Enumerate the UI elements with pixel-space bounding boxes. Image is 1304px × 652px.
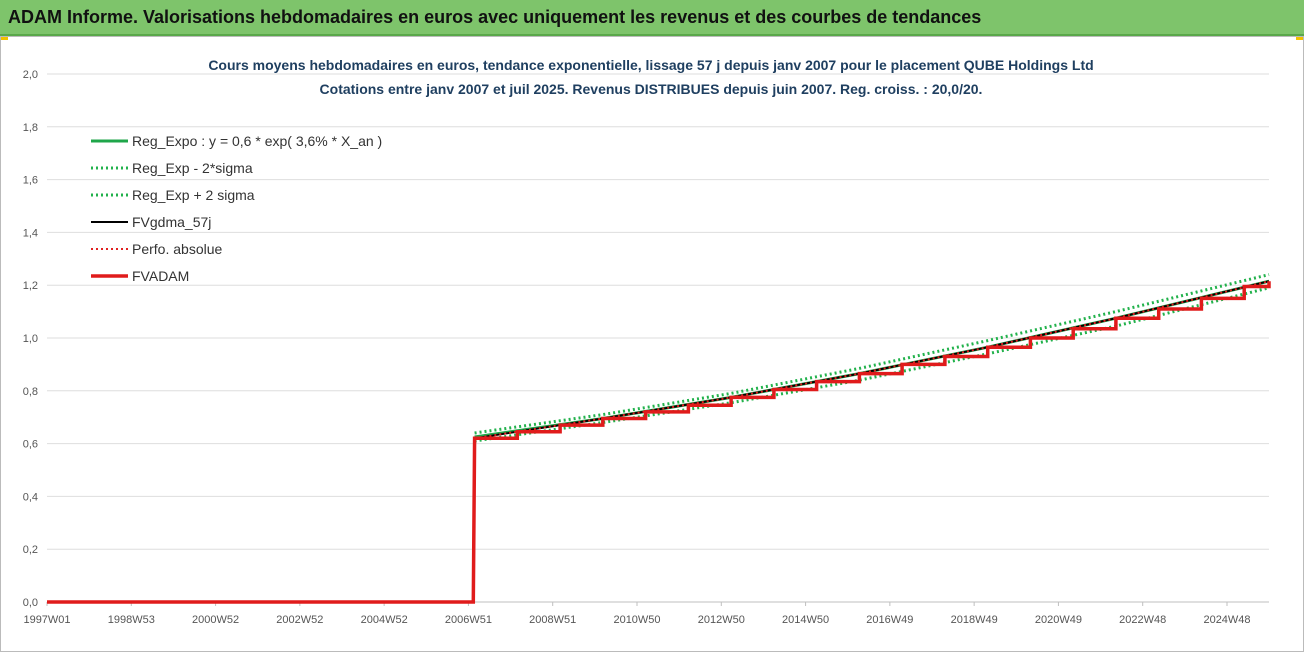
chart-title: Cours moyens hebdomadaires en euros, ten… [208, 57, 1093, 73]
x-tick-label: 2006W51 [445, 614, 492, 626]
series-lines [47, 273, 1271, 604]
x-tick-label: 2018W49 [951, 614, 998, 626]
x-tick-label: 2022W48 [1119, 614, 1166, 626]
y-axis-ticks: 0,0 0,2 0,4 0,6 0,8 1,0 1,2 1,4 1,6 1,8 2,0 [23, 69, 38, 609]
y-tick-label: 1,6 [23, 175, 38, 187]
legend: Reg_Expo : y = 0,6 * exp( 3,6% * X_an ) R… [91, 133, 382, 284]
x-tick-label: 2002W52 [276, 614, 323, 626]
report-title: ADAM Informe. Valorisations hebdomadaire… [8, 7, 982, 27]
y-tick-label: 1,0 [23, 333, 38, 345]
x-tick-label: 2024W48 [1203, 614, 1250, 626]
y-tick-label: 0,2 [23, 544, 38, 556]
legend-label: Reg_Exp + 2 sigma [132, 187, 255, 203]
legend-label: FVADAM [132, 268, 189, 284]
gridlines [47, 73, 1269, 603]
legend-label: Reg_Exp - 2*sigma [132, 160, 253, 176]
x-tick-label: 2000W52 [192, 614, 239, 626]
x-tick-label: 1997W01 [23, 614, 70, 626]
x-tick-label: 2020W49 [1035, 614, 1082, 626]
y-tick-label: 1,8 [23, 122, 38, 134]
x-tick-label: 2012W50 [698, 614, 745, 626]
series-line-6 [47, 281, 1271, 604]
legend-label: FVgdma_57j [132, 214, 211, 230]
y-tick-label: 0,4 [23, 491, 38, 503]
x-tick-label: 2008W51 [529, 614, 576, 626]
x-tick-label: 2010W50 [613, 614, 660, 626]
y-tick-label: 1,4 [23, 227, 38, 239]
x-tick-label: 2014W50 [782, 614, 829, 626]
chart-subtitle: Cotations entre janv 2007 et juil 2025. … [320, 81, 983, 97]
x-tick-label: 2016W49 [866, 614, 913, 626]
y-tick-label: 1,2 [23, 280, 38, 292]
chart-frame: Cours moyens hebdomadaires en euros, ten… [0, 36, 1304, 652]
legend-label: Reg_Expo : y = 0,6 * exp( 3,6% * X_an ) [132, 133, 382, 149]
x-axis-ticks: 1997W01 1998W53 2000W52 2002W52 2004W52 2006W… [23, 602, 1251, 626]
corner-marker-right [1296, 36, 1304, 40]
report-header: ADAM Informe. Valorisations hebdomadaire… [0, 0, 1304, 36]
corner-marker-left [0, 36, 8, 40]
series-line-1 [474, 279, 1270, 439]
y-tick-label: 2,0 [23, 69, 38, 81]
y-tick-label: 0,6 [23, 439, 38, 451]
x-tick-label: 1998W53 [108, 614, 155, 626]
legend-label: Perfo. absolue [132, 241, 222, 257]
x-tick-label: 2004W52 [361, 614, 408, 626]
series-line-3 [474, 273, 1270, 435]
y-tick-label: 0,0 [23, 597, 38, 609]
line-chart: Cours moyens hebdomadaires en euros, ten… [23, 57, 1271, 626]
y-tick-label: 0,8 [23, 386, 38, 398]
